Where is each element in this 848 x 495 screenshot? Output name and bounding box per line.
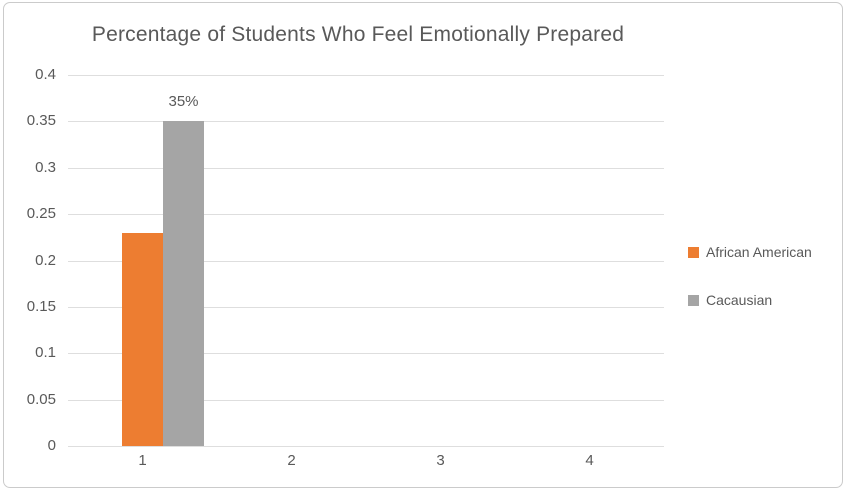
y-axis-tick-label: 0.25 [26, 205, 56, 223]
gridline [68, 353, 664, 355]
y-axis-tick-label: 0.15 [26, 297, 56, 315]
legend-swatch-icon [688, 294, 699, 306]
legend-label: African American [706, 244, 812, 260]
y-axis-tick-label: 0.4 [35, 66, 56, 83]
gridline [68, 260, 664, 262]
x-axis-tick-label: 3 [436, 452, 445, 469]
y-axis-tick-label: 0.3 [35, 158, 56, 176]
legend-swatch-icon [688, 246, 699, 258]
legend-item-african-american: African American [688, 244, 812, 260]
chart-title: Percentage of Students Who Feel Emotiona… [91, 23, 625, 46]
gridline [68, 446, 664, 447]
gridline [68, 75, 664, 76]
gridline [68, 167, 664, 169]
gridline [68, 399, 664, 401]
y-axis-tick-label: 0.05 [26, 390, 56, 408]
bar-data-label: 35% [168, 93, 199, 111]
legend: African American Cacausian [688, 244, 812, 308]
bar-cacausian [163, 121, 204, 446]
bar-african-american [122, 232, 163, 446]
x-axis-tick-label: 1 [138, 452, 147, 469]
chart-frame: Percentage of Students Who Feel Emotiona… [3, 2, 843, 488]
y-axis-tick-label: 0.2 [35, 251, 56, 269]
plot-area: 0 0.05 0.1 0.15 0.2 0.25 0.3 0.35 0.4 1 2 3 4 35% [4, 3, 848, 495]
legend-item-cacausian: Cacausian [688, 292, 812, 308]
x-axis-tick-label: 2 [287, 452, 296, 469]
y-axis-tick-label: 0.1 [35, 344, 56, 362]
x-axis-tick-label: 4 [585, 452, 594, 469]
y-axis-tick-label: 0.35 [26, 112, 56, 130]
y-axis-tick-label: 0 [47, 437, 56, 454]
gridline [68, 121, 664, 123]
gridline [68, 306, 664, 308]
gridline [68, 214, 664, 216]
legend-label: Cacausian [706, 292, 773, 308]
